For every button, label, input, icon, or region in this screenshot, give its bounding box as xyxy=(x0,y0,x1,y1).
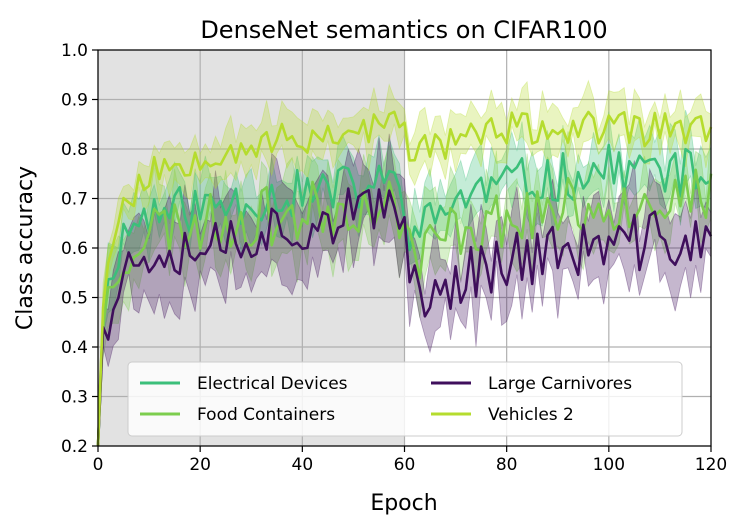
x-axis-ticks: 0 20 40 60 80 100 120 xyxy=(93,446,727,475)
series-line xyxy=(96,110,713,447)
x-tick-label: 80 xyxy=(496,455,518,475)
x-tick-label: 20 xyxy=(189,455,211,475)
y-axis-label: Class accuracy xyxy=(13,166,38,330)
y-tick-label: 1.0 xyxy=(61,41,88,61)
series-lines xyxy=(96,110,713,447)
y-tick-label: 0.6 xyxy=(61,239,88,259)
legend-label-large-carnivores: Large Carnivores xyxy=(488,374,632,394)
series-line xyxy=(96,187,713,447)
y-tick-label: 0.5 xyxy=(61,289,88,309)
legend: Electrical Devices Food Containers Large… xyxy=(127,361,683,437)
y-tick-label: 0.7 xyxy=(61,190,88,210)
x-tick-label: 120 xyxy=(695,455,727,475)
y-tick-label: 0.3 xyxy=(61,388,88,408)
chart-title: DenseNet semantics on CIFAR100 xyxy=(200,16,607,44)
legend-box xyxy=(127,361,683,437)
x-tick-label: 100 xyxy=(593,455,625,475)
y-tick-label: 0.8 xyxy=(61,140,88,160)
y-tick-label: 0.2 xyxy=(61,437,88,457)
x-axis-label: Epoch xyxy=(370,491,437,516)
legend-label-vehicles-2: Vehicles 2 xyxy=(488,405,574,425)
x-tick-label: 0 xyxy=(93,455,104,475)
x-tick-label: 60 xyxy=(394,455,416,475)
legend-label-electrical-devices: Electrical Devices xyxy=(197,374,348,394)
legend-label-food-containers: Food Containers xyxy=(197,405,335,425)
y-tick-label: 0.9 xyxy=(61,91,88,111)
y-tick-label: 0.4 xyxy=(61,338,88,358)
y-axis-ticks: 0.2 0.3 0.4 0.5 0.6 0.7 0.8 0.9 1.0 xyxy=(61,41,98,457)
x-tick-label: 40 xyxy=(292,455,314,475)
